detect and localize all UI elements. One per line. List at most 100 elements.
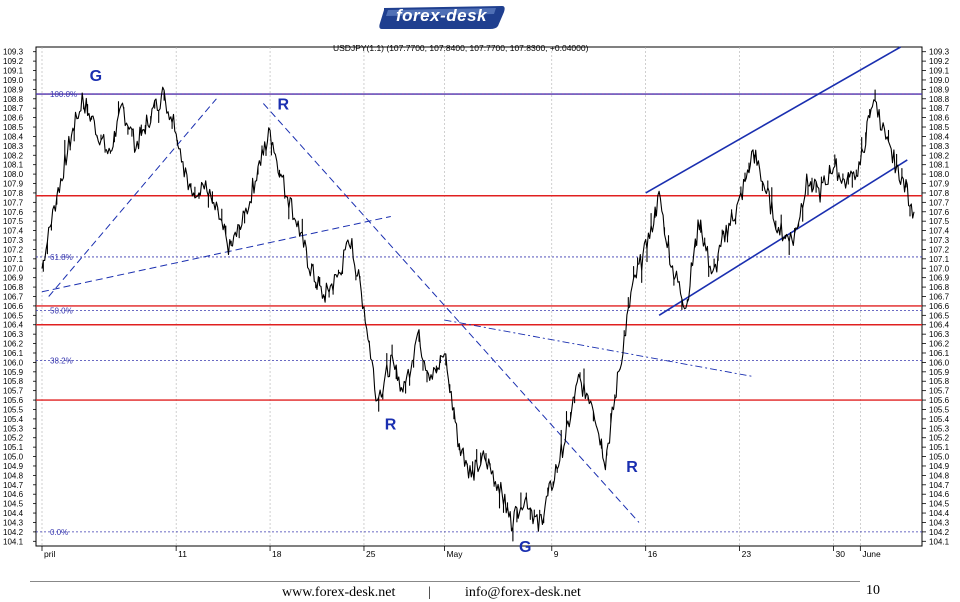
y-tick-label-left: 104.7 [3, 481, 24, 490]
y-tick-label-left: 109.1 [3, 67, 24, 76]
y-tick-label-right: 104.2 [929, 528, 950, 537]
y-tick-label-right: 108.2 [929, 151, 950, 160]
y-tick-label-left: 107.7 [3, 198, 24, 207]
y-tick-label-right: 104.8 [929, 471, 950, 480]
pattern-label: G [90, 68, 102, 85]
fib-label: 38.2% [50, 357, 73, 366]
y-tick-label-left: 104.2 [3, 528, 24, 537]
chart-title: USDJPY(1:1) (107.7700, 107.8400, 107.770… [333, 43, 589, 53]
x-tick-label: June [862, 549, 881, 559]
x-tick-label: 11 [178, 549, 187, 559]
y-tick-label-right: 107.1 [929, 255, 950, 264]
price-line [41, 86, 915, 542]
y-tick-label-right: 106.6 [929, 302, 950, 311]
y-tick-label-left: 107.2 [3, 245, 24, 254]
y-tick-label-left: 105.2 [3, 434, 24, 443]
y-tick-label-right: 105.6 [929, 396, 950, 405]
y-tick-label-right: 107.6 [929, 208, 950, 217]
trend-line [444, 319, 754, 377]
y-tick-label-right: 106.7 [929, 293, 950, 302]
plot-border [35, 46, 923, 547]
x-tick-label: pril [44, 549, 55, 559]
y-tick-label-left: 107.6 [3, 208, 24, 217]
y-tick-label-left: 108.6 [3, 114, 24, 123]
y-tick-label-right: 108.9 [929, 85, 950, 94]
y-tick-label-left: 108.8 [3, 95, 24, 104]
y-tick-label-right: 106.3 [929, 330, 950, 339]
price-series [41, 86, 915, 542]
fib-label: 50.0% [50, 307, 73, 316]
y-tick-label-right: 109.2 [929, 57, 950, 66]
y-tick-label-left: 107.8 [3, 189, 24, 198]
y-tick-label-right: 106.0 [929, 358, 950, 367]
y-tick-label-left: 104.4 [3, 509, 24, 518]
y-tick-label-left: 105.6 [3, 396, 24, 405]
y-tick-label-left: 105.4 [3, 415, 24, 424]
y-tick-label-right: 104.6 [929, 490, 950, 499]
y-tick-label-right: 107.2 [929, 245, 950, 254]
pattern-annotations: G R R G R [90, 68, 639, 556]
y-tick-label-left: 108.2 [3, 151, 24, 160]
y-axis-left: 109.3109.2109.1109.0108.9108.8108.7108.6… [3, 48, 36, 546]
y-tick-label-right: 105.5 [929, 405, 950, 414]
y-tick-label-left: 104.3 [3, 518, 24, 527]
y-tick-label-right: 105.3 [929, 424, 950, 433]
trend-line [41, 215, 391, 293]
pattern-label: R [277, 96, 289, 113]
y-tick-label-left: 104.5 [3, 500, 24, 509]
x-tick-label: 9 [554, 549, 559, 559]
trend-lines [41, 46, 908, 523]
y-tick-label-right: 106.9 [929, 274, 950, 283]
y-tick-label-right: 104.9 [929, 462, 950, 471]
x-tick-label: May [446, 549, 463, 559]
x-tick-label: 18 [272, 549, 282, 559]
y-tick-label-right: 107.7 [929, 198, 950, 207]
trend-line [645, 46, 901, 194]
y-tick-label-right: 108.7 [929, 104, 950, 113]
y-tick-label-left: 107.0 [3, 264, 24, 273]
y-tick-label-right: 106.5 [929, 311, 950, 320]
y-tick-label-left: 106.9 [3, 274, 24, 283]
y-tick-label-left: 105.7 [3, 387, 24, 396]
horizontal-levels [36, 93, 922, 401]
y-tick-label-right: 106.8 [929, 283, 950, 292]
y-tick-label-left: 106.2 [3, 340, 24, 349]
y-tick-label-left: 105.1 [3, 443, 24, 452]
fibonacci-levels: 100.0% 61.8% 50.0% 38.2% 0.0% [36, 90, 922, 537]
y-tick-label-left: 109.3 [3, 48, 24, 57]
y-tick-label-left: 104.8 [3, 471, 24, 480]
y-tick-label-right: 104.4 [929, 509, 950, 518]
y-tick-label-right: 108.3 [929, 142, 950, 151]
footer-email-link[interactable]: info@forex-desk.net [465, 585, 581, 600]
y-tick-label-left: 108.3 [3, 142, 24, 151]
y-tick-label-right: 105.4 [929, 415, 950, 424]
pattern-label: R [385, 417, 397, 434]
footer-divider [30, 581, 860, 582]
y-tick-label-left: 107.5 [3, 217, 24, 226]
y-tick-label-right: 108.1 [929, 161, 950, 170]
trend-line [262, 103, 640, 523]
y-tick-label-left: 109.2 [3, 57, 24, 66]
y-tick-label-right: 107.4 [929, 227, 950, 236]
x-tick-label: 23 [742, 549, 752, 559]
page-number: 10 [866, 583, 880, 598]
y-tick-label-left: 104.9 [3, 462, 24, 471]
pattern-label: G [519, 539, 531, 556]
y-tick-label-left: 105.5 [3, 405, 24, 414]
y-tick-label-left: 106.1 [3, 349, 24, 358]
y-tick-label-right: 108.0 [929, 170, 950, 179]
y-tick-label-right: 106.2 [929, 340, 950, 349]
price-chart: 100.0%61.8%50.0%38.2%0.0% 109.3109.2109.… [3, 43, 950, 559]
y-tick-label-left: 108.7 [3, 104, 24, 113]
y-tick-label-left: 107.4 [3, 227, 24, 236]
footer-website-link[interactable]: www.forex-desk.net [282, 585, 396, 600]
y-tick-label-left: 105.0 [3, 453, 24, 462]
y-tick-label-left: 108.9 [3, 85, 24, 94]
y-tick-label-left: 105.3 [3, 424, 24, 433]
y-tick-label-left: 105.8 [3, 377, 24, 386]
y-tick-label-right: 108.5 [929, 123, 950, 132]
y-tick-label-right: 108.8 [929, 95, 950, 104]
y-tick-label-right: 109.1 [929, 67, 950, 76]
y-tick-label-right: 104.1 [929, 537, 950, 546]
y-tick-label-right: 104.3 [929, 518, 950, 527]
